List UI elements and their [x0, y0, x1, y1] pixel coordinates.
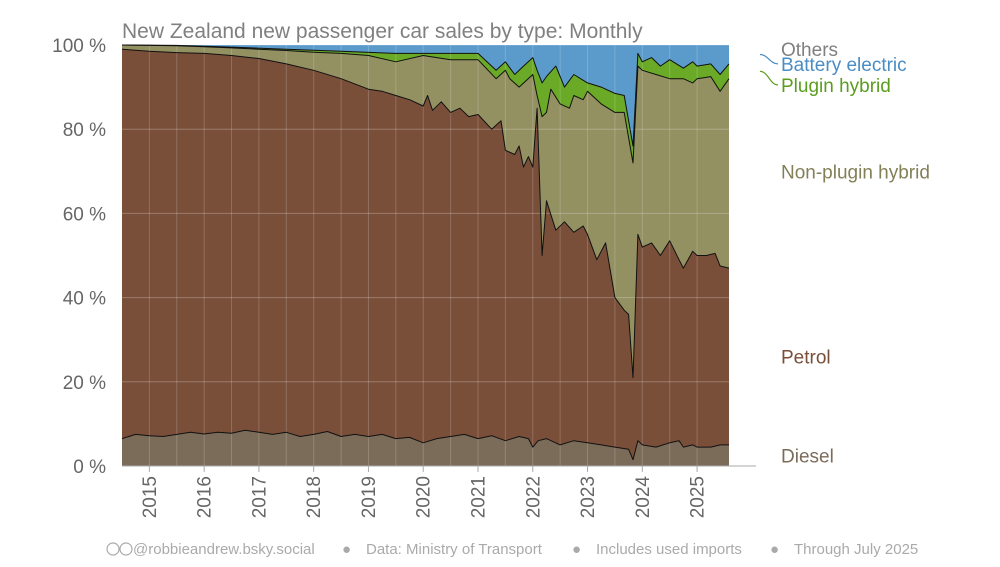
label-non-plugin-hybrid: Non-plugin hybrid	[781, 162, 930, 183]
x-tick-label-2023: 2023	[578, 476, 599, 518]
x-axis: 2015 2016 2017 2018 2019 2020 2021 2022 2023 2024…	[122, 465, 756, 519]
y-tick-label-80: 80 %	[63, 120, 106, 141]
label-plugin-hybrid: Plugin hybrid	[781, 76, 891, 97]
y-tick-label-40: 40 %	[63, 289, 106, 310]
stacked-areas	[122, 45, 729, 466]
footer-data-source: Data: Ministry of Transport	[366, 541, 543, 558]
x-tick-label-2024: 2024	[633, 476, 654, 519]
footer-separator-3: ●	[770, 541, 779, 558]
area-petrol	[122, 49, 729, 466]
line-plugin-hybrid	[121, 44, 730, 147]
y-tick-label-100: 100 %	[52, 36, 106, 57]
x-tick-label-2017: 2017	[249, 476, 270, 518]
x-tick-label-2020: 2020	[414, 476, 435, 518]
label-diesel: Diesel	[781, 446, 834, 467]
line-petrol	[121, 48, 730, 379]
label-connectors	[759, 53, 779, 86]
connector-plugin-hybrid	[759, 70, 779, 86]
x-tick-label-2025: 2025	[688, 476, 709, 518]
y-axis: 0 % 20 % 40 % 60 % 80 % 100 %	[52, 36, 106, 478]
line-diesel	[121, 429, 729, 461]
footer-through: Through July 2025	[794, 541, 918, 558]
y-tick-label-0: 0 %	[73, 457, 106, 478]
connector-battery-electric	[759, 53, 779, 65]
footer-credit: @robbieandrew.bsky.social	[133, 541, 315, 558]
y-tick-label-60: 60 %	[63, 204, 106, 225]
label-battery-electric: Battery electric	[781, 55, 907, 76]
x-tick-label-2022: 2022	[523, 476, 544, 518]
area-diesel	[122, 430, 729, 466]
x-tick-label-2015: 2015	[140, 476, 161, 518]
label-petrol: Petrol	[781, 348, 831, 369]
footer-note: Includes used imports	[596, 541, 742, 558]
label-others: Others	[781, 40, 838, 61]
boundary-lines	[121, 44, 730, 461]
line-non-plugin-hybrid	[121, 44, 730, 164]
x-tick-label-2018: 2018	[304, 476, 325, 518]
chart-title: New Zealand new passenger car sales by t…	[122, 20, 643, 43]
footer-separator-2: ●	[572, 541, 581, 558]
x-tick-label-2019: 2019	[359, 476, 380, 518]
x-tick-label-2021: 2021	[468, 476, 489, 518]
footer-separator-1: ●	[342, 541, 351, 558]
cc-license-icon	[106, 542, 133, 556]
x-tick-label-2016: 2016	[195, 476, 216, 518]
footer: @robbieandrew.bsky.social ● Data: Minist…	[106, 541, 918, 558]
y-tick-label-20: 20 %	[63, 373, 106, 394]
